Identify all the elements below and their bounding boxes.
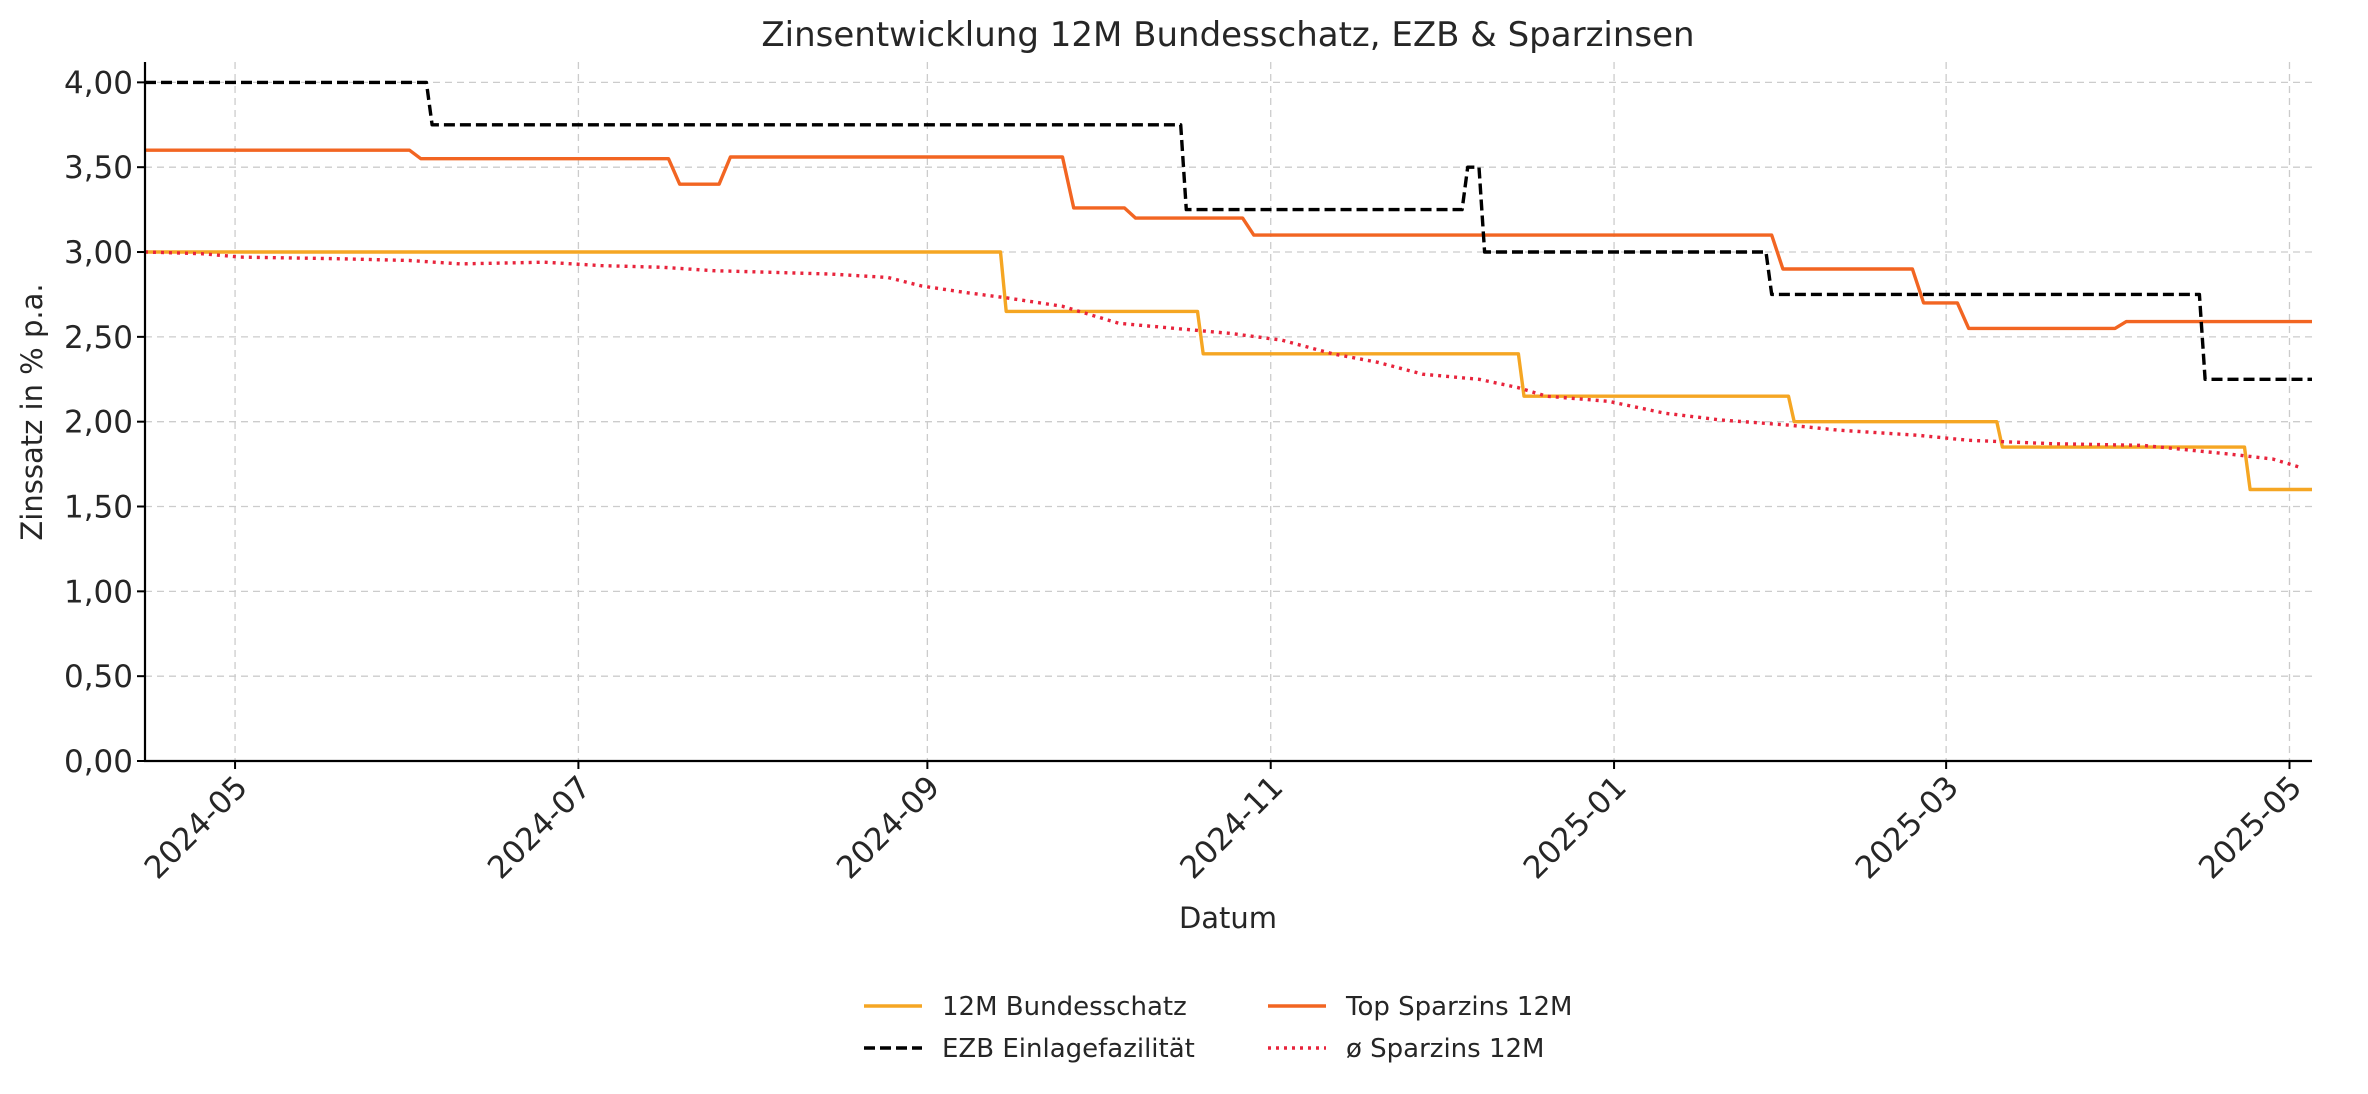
legend: 12M Bundesschatz Top Sparzins 12M EZB Einl… (864, 992, 1572, 1064)
grid (145, 62, 2312, 761)
y-tick-label: 0,00 (64, 744, 133, 780)
y-tick-label: 1,00 (64, 574, 133, 610)
legend-label-1: Top Sparzins 12M (1345, 992, 1572, 1022)
y-tick-label: 2,50 (64, 320, 133, 356)
y-ticks: 0,00 0,50 1,00 1,50 2,00 2,50 3,00 3,50 4,00 (64, 65, 145, 780)
y-tick-label: 3,00 (64, 235, 133, 271)
x-tick-label: 2025-03 (1849, 769, 1966, 886)
x-ticks: 2024-05 2024-07 2024-09 2024-11 2025-01 2025-… (138, 761, 2309, 886)
x-tick-label: 2024-11 (1173, 769, 1290, 886)
series-line-0 (145, 250, 2312, 492)
x-tick-label: 2024-05 (138, 769, 255, 886)
x-tick-label: 2024-09 (830, 769, 947, 886)
chart-title: Zinsentwicklung 12M Bundesschatz, EZB & … (761, 15, 1694, 55)
y-tick-label: 2,00 (64, 405, 133, 441)
series-group (144, 80, 2312, 492)
series-line-1 (145, 148, 2312, 331)
x-tick-label: 2024-07 (481, 769, 598, 886)
x-tick-label: 2025-05 (2192, 769, 2309, 886)
legend-label-2: EZB Einlagefazilität (942, 1034, 1195, 1064)
y-axis-label: Zinssatz in % p.a. (15, 283, 49, 540)
legend-label-0: 12M Bundesschatz (942, 992, 1187, 1022)
x-axis-label: Datum (1179, 901, 1277, 935)
legend-label-3: ø Sparzins 12M (1346, 1034, 1544, 1064)
series-line-3 (144, 250, 2302, 470)
series-line-2 (145, 80, 2312, 381)
y-tick-label: 1,50 (64, 490, 133, 526)
x-tick-label: 2025-01 (1517, 769, 1634, 886)
y-tick-label: 0,50 (64, 659, 133, 695)
y-tick-label: 3,50 (64, 150, 133, 186)
y-tick-label: 4,00 (64, 65, 133, 101)
